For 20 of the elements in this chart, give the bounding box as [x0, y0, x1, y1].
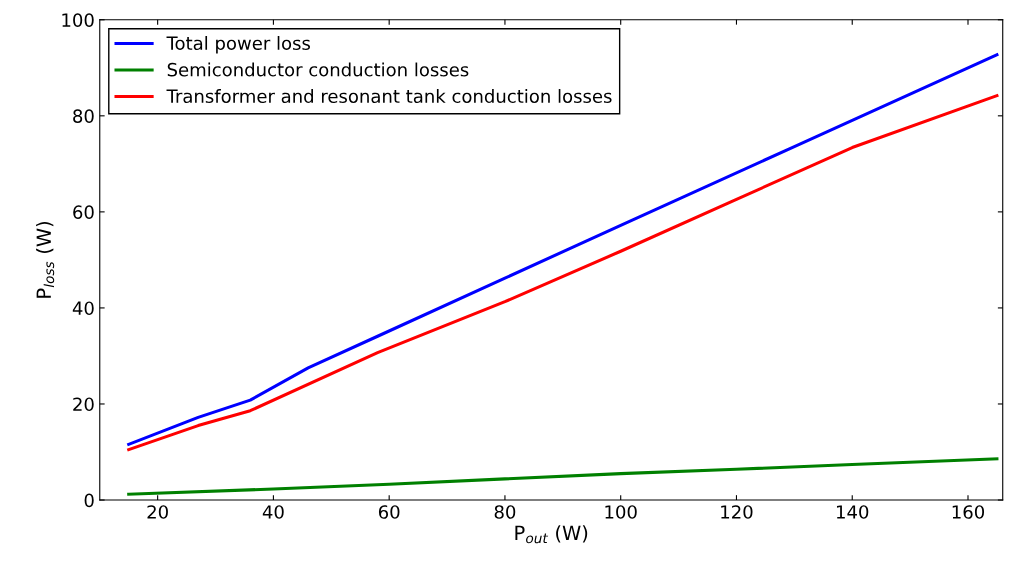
y-tick-label: 100	[62, 13, 94, 27]
y-tick-label: 0	[84, 493, 94, 508]
x-tick-label: 160	[952, 505, 985, 519]
y-tick-label: 60	[73, 205, 94, 219]
x-tick-label: 60	[378, 505, 400, 519]
x-axis-title: P$_{out}$ (W)	[515, 525, 588, 544]
x-tick-label: 80	[494, 505, 516, 519]
y-axis-title: P$_{loss}$ (W)	[36, 221, 55, 298]
y-tick-label: 80	[73, 109, 94, 123]
y-tick-label: 20	[73, 397, 94, 412]
legend-label: Total power loss	[166, 36, 311, 54]
x-tick-label: 140	[836, 505, 869, 519]
y-tick-label: 40	[72, 301, 94, 316]
x-tick-label: 20	[147, 505, 168, 519]
x-tick-label: 40	[262, 505, 284, 519]
x-tick-label: 120	[721, 505, 753, 519]
x-tick-label: 100	[605, 505, 637, 519]
legend-label: Transformer and resonant tank conduction losses	[166, 89, 612, 104]
legend-label: Semiconductor conduction losses	[167, 62, 469, 77]
line-series	[127, 457, 999, 496]
